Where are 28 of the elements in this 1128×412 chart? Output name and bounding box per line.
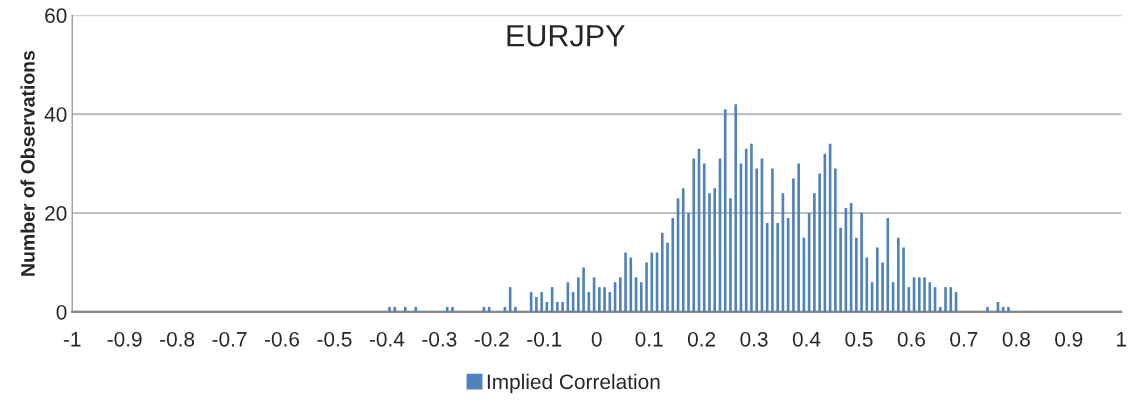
chart-title: EURJPY: [507, 25, 625, 47]
x-tick-label: 0.4: [792, 331, 821, 347]
x-tick-label: 0.9: [1055, 331, 1083, 347]
x-tick-label: -0.4: [369, 331, 405, 347]
y-tick-label: 40: [44, 107, 67, 122]
x-tick-label: -0.5: [317, 331, 352, 347]
x-tick-label: -0.7: [212, 331, 247, 347]
x-tick-label: 0.5: [845, 331, 873, 347]
x-tick-label: -0.2: [474, 331, 509, 347]
x-tick-label: -0.9: [107, 331, 142, 347]
x-tick-label: -0.8: [160, 331, 195, 347]
x-tick-label: 0.7: [950, 331, 978, 347]
x-tick-label: 0.2: [687, 331, 716, 347]
x-tick-label: 0: [591, 331, 602, 347]
legend-label: Implied Correlation: [487, 373, 660, 394]
x-tick-label: -0.6: [264, 331, 300, 347]
x-tick-label: -1: [63, 332, 81, 347]
x-tick-label: -0.1: [527, 331, 562, 347]
y-tick-label: 0: [56, 304, 67, 320]
x-tick-label: 0.1: [635, 331, 663, 347]
y-tick-label: 20: [45, 206, 67, 221]
y-tick-label: 60: [45, 8, 67, 23]
x-tick-label: 0.8: [1002, 331, 1030, 347]
y-axis-title: Number of Observations: [20, 50, 35, 276]
x-tick-label: 0.6: [897, 331, 925, 347]
x-tick-label: 1: [1117, 332, 1127, 347]
x-tick-label: 0.3: [740, 331, 768, 347]
x-tick-label: -0.3: [422, 331, 457, 347]
